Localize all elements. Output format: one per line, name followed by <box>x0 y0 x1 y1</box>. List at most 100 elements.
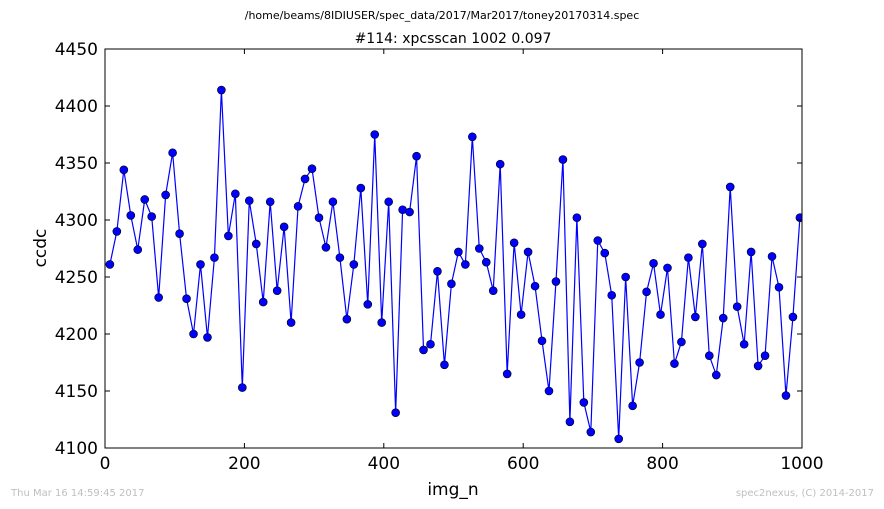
data-point <box>349 260 359 269</box>
data-point <box>767 252 777 261</box>
y-tick-label: 4450 <box>55 40 98 60</box>
data-point <box>774 282 784 292</box>
data-point <box>684 253 693 262</box>
data-point <box>126 211 136 220</box>
data-point <box>405 207 414 217</box>
data-point <box>656 310 665 319</box>
data-point <box>363 300 373 309</box>
x-tick-label: 400 <box>368 454 400 474</box>
y-tick-label: 4250 <box>55 268 98 288</box>
data-point <box>495 159 505 169</box>
data-point <box>454 247 463 257</box>
data-point <box>321 243 331 252</box>
data-point <box>516 310 526 319</box>
x-tick-label: 200 <box>228 454 260 474</box>
data-point <box>384 197 393 207</box>
data-point <box>217 85 226 95</box>
data-point <box>370 130 380 139</box>
data-point <box>231 189 240 199</box>
y-tick-label: 4100 <box>55 439 98 459</box>
data-point <box>523 247 533 257</box>
data-point <box>607 290 617 300</box>
series-line <box>109 90 801 439</box>
data-point <box>565 417 575 427</box>
y-tick-label: 4350 <box>55 154 98 174</box>
data-point <box>474 244 484 253</box>
data-point <box>279 222 289 232</box>
data-point <box>251 239 261 249</box>
data-point <box>753 361 763 371</box>
x-tick-label: 1000 <box>780 454 823 474</box>
data-point <box>551 277 561 286</box>
data-point <box>746 247 756 257</box>
data-point <box>725 182 735 192</box>
data-point <box>258 297 268 307</box>
data-point <box>244 196 254 205</box>
x-tick-label: 800 <box>646 454 678 474</box>
data-point <box>600 248 610 258</box>
data-point <box>203 333 212 342</box>
data-point <box>788 312 798 322</box>
data-point <box>468 132 477 142</box>
data-point <box>614 434 623 444</box>
data-point <box>210 253 219 262</box>
data-point <box>196 260 205 269</box>
data-point <box>544 386 554 396</box>
data-point <box>119 165 129 175</box>
data-point <box>300 174 310 184</box>
data-point <box>328 197 338 207</box>
data-point <box>698 239 707 249</box>
data-point <box>293 202 303 211</box>
data-point <box>447 279 456 289</box>
data-point <box>147 212 156 221</box>
data-point <box>579 398 589 407</box>
data-point <box>391 408 400 417</box>
data-point <box>265 197 275 207</box>
data-point <box>105 260 115 269</box>
x-tick-label: 600 <box>507 454 539 474</box>
data-point <box>307 164 317 173</box>
data-point <box>677 337 686 347</box>
data-point <box>182 294 191 303</box>
data-point <box>440 360 449 370</box>
data-point <box>593 236 603 245</box>
data-point <box>286 318 296 327</box>
data-point <box>663 263 672 273</box>
data-point <box>377 318 387 327</box>
data-point <box>537 336 547 346</box>
data-point <box>335 253 345 262</box>
data-point <box>419 345 428 355</box>
data-point <box>760 351 770 360</box>
x-axis-label: img_n <box>427 480 478 500</box>
data-point <box>481 257 491 267</box>
data-point <box>238 383 247 392</box>
data-point <box>530 281 540 291</box>
chart-suptitle: /home/beams/8IDIUSER/spec_data/2017/Mar2… <box>245 9 640 22</box>
y-tick-label: 4300 <box>55 211 98 231</box>
y-tick-label: 4150 <box>55 382 98 402</box>
data-point <box>356 183 366 193</box>
data-point <box>488 286 498 295</box>
data-point <box>168 148 177 158</box>
data-point <box>412 151 421 161</box>
y-axis-label: ccdc <box>31 229 51 268</box>
data-point <box>175 229 184 238</box>
data-point <box>670 359 679 368</box>
data-point <box>739 339 749 349</box>
data-point <box>502 369 512 379</box>
data-point <box>649 259 658 268</box>
data-point <box>272 286 282 295</box>
data-point <box>224 231 233 241</box>
data-point <box>189 329 198 339</box>
data-point <box>433 266 442 276</box>
data-point <box>161 190 170 200</box>
data-point <box>112 227 122 236</box>
data-point <box>586 427 596 437</box>
y-tick-label: 4400 <box>55 97 98 117</box>
footer-credit: spec2nexus, (C) 2014-2017 <box>735 488 874 499</box>
data-point <box>572 213 582 223</box>
footer-timestamp: Thu Mar 16 14:59:45 2017 <box>11 488 145 499</box>
data-point <box>461 260 470 269</box>
data-point <box>558 155 568 164</box>
